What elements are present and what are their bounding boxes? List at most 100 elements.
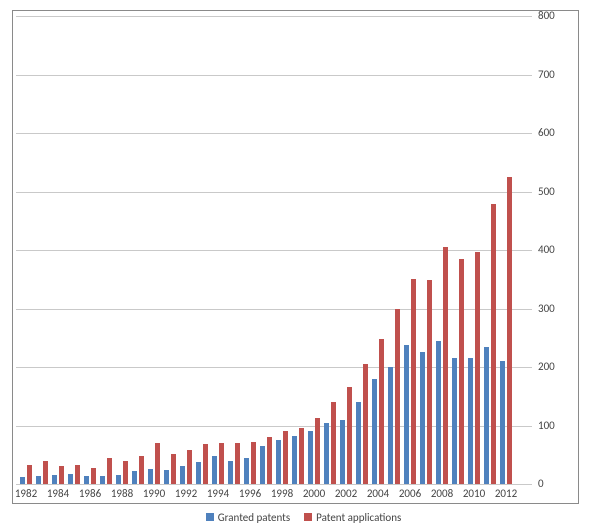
bar-granted — [324, 423, 329, 484]
legend: Granted patents Patent applications — [0, 510, 593, 524]
gridline — [16, 133, 532, 134]
bar-granted — [228, 461, 233, 484]
bar-applications — [123, 461, 128, 484]
bar-applications — [171, 454, 176, 484]
y-tick-label: 600 — [538, 126, 555, 139]
bar-granted — [100, 476, 105, 484]
bar-granted — [388, 367, 393, 484]
x-tick-labels: 1982 1984 1986 1988 1990 1992 1994 1996 1998 2000… — [16, 487, 532, 501]
bar-granted — [260, 446, 265, 484]
bar-granted — [244, 458, 249, 484]
bar-applications — [379, 339, 384, 484]
bar-applications — [59, 466, 64, 484]
bar-applications — [75, 465, 80, 484]
y-tick-label: 800 — [538, 9, 555, 22]
gridline — [16, 192, 532, 193]
bar-granted — [308, 431, 313, 484]
bar-granted — [148, 469, 153, 484]
gridline — [16, 16, 532, 17]
bar-granted — [180, 466, 185, 484]
bar-granted — [356, 402, 361, 484]
x-tick-label: 1998 — [271, 487, 293, 500]
bar-applications — [315, 418, 320, 484]
bar-applications — [443, 247, 448, 484]
bar-applications — [43, 461, 48, 484]
bar-applications — [347, 387, 352, 484]
bar-granted — [196, 462, 201, 484]
bar-granted — [420, 352, 425, 484]
bar-applications — [203, 444, 208, 484]
gridline — [16, 309, 532, 310]
legend-swatch — [304, 513, 312, 521]
bar-applications — [251, 442, 256, 484]
x-tick-label: 1984 — [47, 487, 69, 500]
x-tick-label: 1994 — [207, 487, 229, 500]
bar-granted — [484, 347, 489, 484]
x-tick-label: 2008 — [431, 487, 453, 500]
x-tick-label: 1992 — [175, 487, 197, 500]
bar-granted — [164, 470, 169, 484]
bar-applications — [139, 456, 144, 484]
y-tick-label: 300 — [538, 302, 555, 315]
bar-applications — [299, 428, 304, 484]
x-tick-label: 1982 — [15, 487, 37, 500]
bar-granted — [52, 475, 57, 484]
bar-applications — [363, 364, 368, 484]
bar-granted — [404, 345, 409, 484]
x-tick-label: 2010 — [463, 487, 485, 500]
y-tick-label: 500 — [538, 185, 555, 198]
y-tick-label: 700 — [538, 68, 555, 81]
bar-granted — [20, 477, 25, 484]
gridline — [16, 75, 532, 76]
bar-granted — [500, 361, 505, 484]
y-tick-label: 100 — [538, 419, 555, 432]
bar-applications — [491, 204, 496, 484]
bar-applications — [155, 443, 160, 484]
bar-granted — [276, 440, 281, 484]
bar-granted — [372, 379, 377, 484]
bar-granted — [132, 471, 137, 484]
bar-granted — [36, 476, 41, 484]
bar-applications — [411, 279, 416, 484]
bar-applications — [27, 465, 32, 484]
x-tick-label: 1988 — [111, 487, 133, 500]
legend-label: Granted patents — [218, 511, 290, 524]
bar-granted — [68, 474, 73, 484]
bar-applications — [107, 458, 112, 484]
x-tick-label: 2012 — [495, 487, 517, 500]
y-tick-label: 200 — [538, 360, 555, 373]
bar-applications — [395, 309, 400, 485]
legend-swatch — [206, 513, 214, 521]
bar-applications — [267, 437, 272, 484]
y-tick-label: 400 — [538, 243, 555, 256]
gridline — [16, 484, 532, 485]
plot-area — [16, 16, 532, 484]
bar-granted — [116, 475, 121, 484]
bar-applications — [427, 280, 432, 484]
x-tick-label: 2006 — [399, 487, 421, 500]
bar-granted — [292, 436, 297, 484]
bar-applications — [475, 252, 480, 484]
bar-applications — [91, 468, 96, 484]
bar-applications — [283, 431, 288, 484]
bar-applications — [235, 443, 240, 484]
x-tick-label: 1986 — [79, 487, 101, 500]
x-tick-label: 2002 — [335, 487, 357, 500]
bar-applications — [459, 259, 464, 484]
x-tick-label: 2000 — [303, 487, 325, 500]
bar-granted — [340, 420, 345, 484]
gridline — [16, 250, 532, 251]
x-tick-label: 2004 — [367, 487, 389, 500]
x-tick-label: 1990 — [143, 487, 165, 500]
bar-granted — [452, 358, 457, 484]
legend-label: Patent applications — [316, 511, 401, 524]
bar-granted — [84, 476, 89, 484]
bar-applications — [331, 402, 336, 484]
bar-granted — [468, 358, 473, 484]
bar-granted — [436, 341, 441, 484]
x-tick-label: 1996 — [239, 487, 261, 500]
bar-applications — [187, 450, 192, 484]
bar-granted — [212, 456, 217, 484]
y-tick-label: 0 — [538, 477, 544, 490]
bar-applications — [219, 443, 224, 484]
